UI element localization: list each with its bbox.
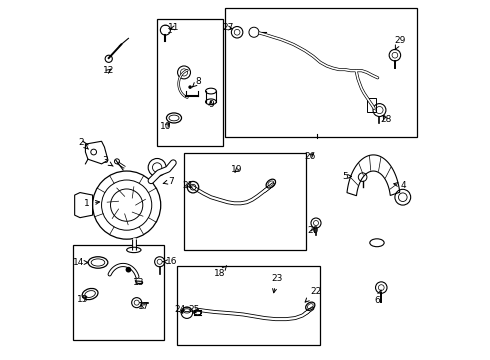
Text: 12: 12 <box>103 66 115 75</box>
Text: 13: 13 <box>133 278 144 287</box>
Text: 21: 21 <box>183 181 194 190</box>
Text: 5: 5 <box>342 172 351 181</box>
Circle shape <box>188 85 192 89</box>
Text: 28: 28 <box>380 115 391 124</box>
Text: 25: 25 <box>188 305 200 314</box>
Bar <box>177 266 320 345</box>
Bar <box>73 244 164 339</box>
Text: 19: 19 <box>231 166 243 175</box>
Bar <box>184 153 306 250</box>
Text: 3: 3 <box>102 157 113 166</box>
Text: 18: 18 <box>214 266 226 278</box>
Text: 23: 23 <box>271 274 282 293</box>
Circle shape <box>125 267 131 273</box>
Text: 8: 8 <box>193 77 201 87</box>
Bar <box>157 19 223 146</box>
Text: 9: 9 <box>208 100 214 109</box>
Text: 4: 4 <box>394 181 406 190</box>
Text: 27: 27 <box>222 23 233 32</box>
Text: 15: 15 <box>77 294 89 303</box>
Text: 10: 10 <box>160 122 171 131</box>
Text: 2: 2 <box>78 138 89 149</box>
Text: 17: 17 <box>138 302 149 311</box>
Text: 24: 24 <box>174 305 185 314</box>
Text: 20: 20 <box>307 226 319 235</box>
Text: 6: 6 <box>375 290 382 305</box>
Text: 29: 29 <box>394 36 406 50</box>
Text: 7: 7 <box>163 176 174 185</box>
Text: 16: 16 <box>163 257 177 266</box>
Text: 11: 11 <box>168 23 180 32</box>
Text: 26: 26 <box>304 152 315 161</box>
Text: 22: 22 <box>305 287 321 302</box>
Bar <box>225 8 417 137</box>
Bar <box>367 98 376 112</box>
Text: 14: 14 <box>73 258 88 267</box>
Text: 1: 1 <box>84 199 99 208</box>
